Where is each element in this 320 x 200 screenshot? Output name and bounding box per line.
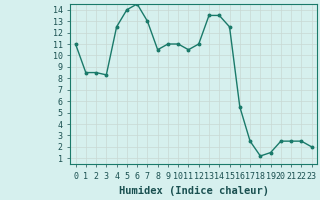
X-axis label: Humidex (Indice chaleur): Humidex (Indice chaleur) bbox=[119, 186, 268, 196]
